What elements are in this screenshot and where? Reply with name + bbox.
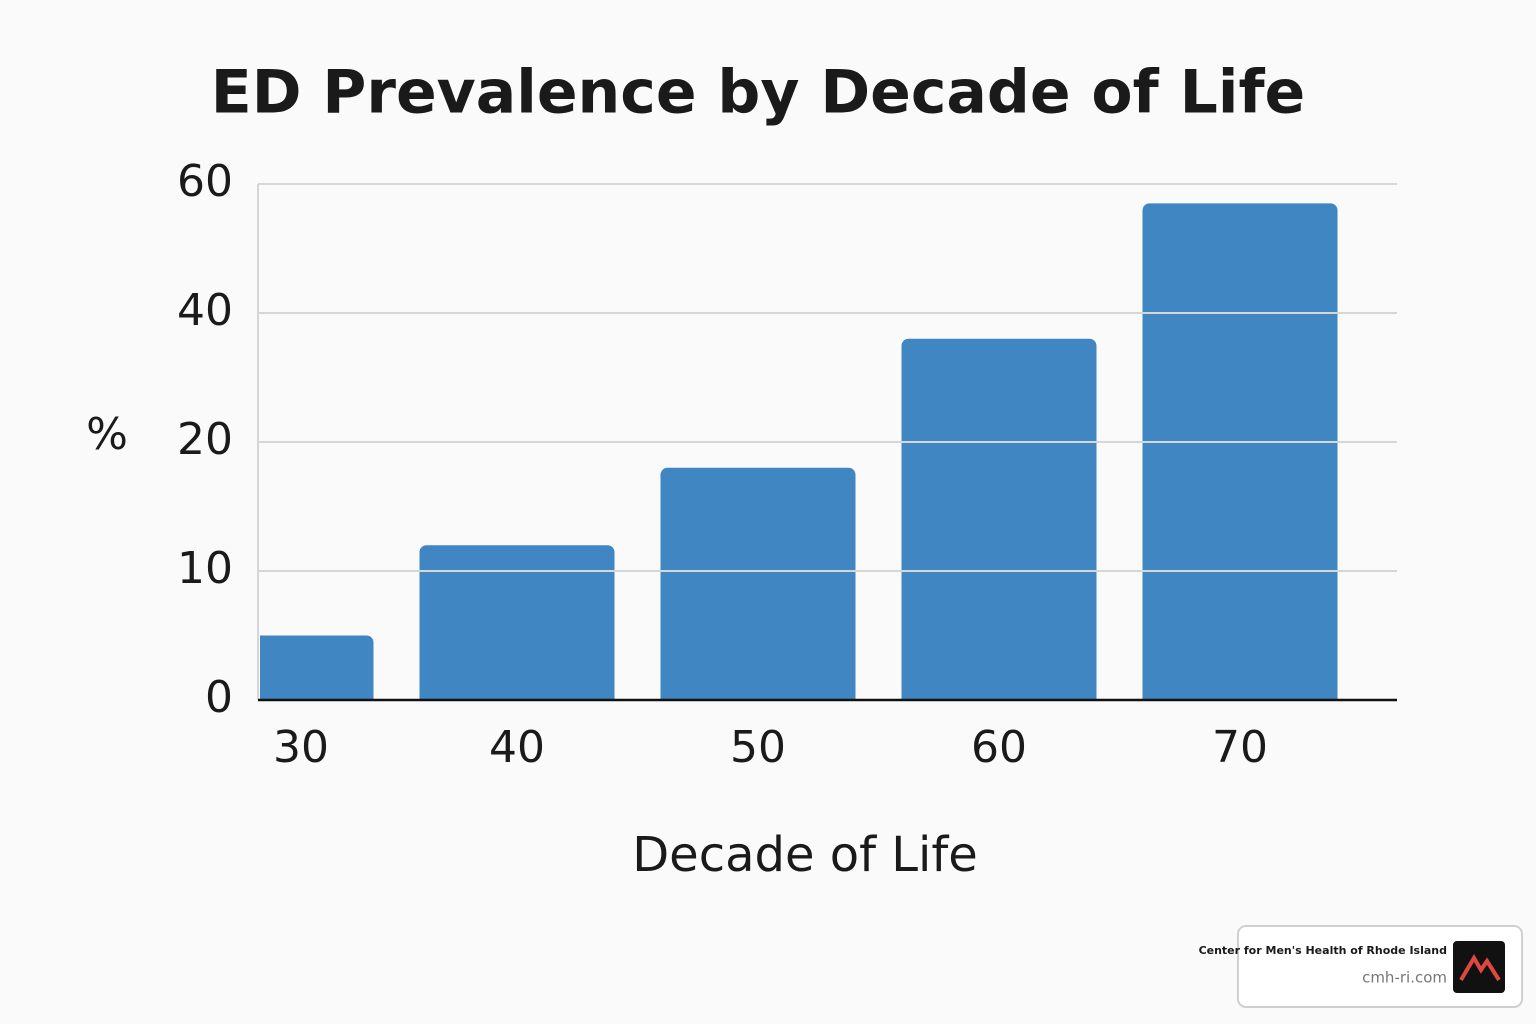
x-tick-label: 60 <box>971 722 1027 773</box>
bar <box>1142 203 1338 701</box>
x-tick-label: 30 <box>273 722 329 773</box>
bar <box>901 338 1097 701</box>
y-tick-label: 40 <box>177 285 233 336</box>
x-tick-label: 50 <box>730 722 786 773</box>
y-tick-label: 20 <box>177 414 233 465</box>
watermark: Center for Men's Health of Rhode Island … <box>1199 925 1523 1008</box>
bar <box>260 635 374 701</box>
y-tick-label: 60 <box>177 156 233 207</box>
bar <box>660 467 856 701</box>
x-tick-label: 70 <box>1212 722 1268 773</box>
chart-title: ED Prevalence by Decade of Life <box>211 58 1306 128</box>
bars <box>260 203 1338 701</box>
watermark-box <box>1237 925 1523 1008</box>
logo-mark <box>1459 954 1501 982</box>
watermark-url: cmh-ri.com <box>1362 969 1447 987</box>
bar <box>419 545 615 701</box>
watermark-name: Center for Men's Health of Rhode Island <box>1199 944 1447 957</box>
x-tick-label: 40 <box>489 722 545 773</box>
y-axis-label: % <box>86 409 128 460</box>
y-tick-label: 10 <box>177 543 233 594</box>
y-tick-label: 0 <box>205 672 233 723</box>
x-axis-label: Decade of Life <box>632 827 978 883</box>
